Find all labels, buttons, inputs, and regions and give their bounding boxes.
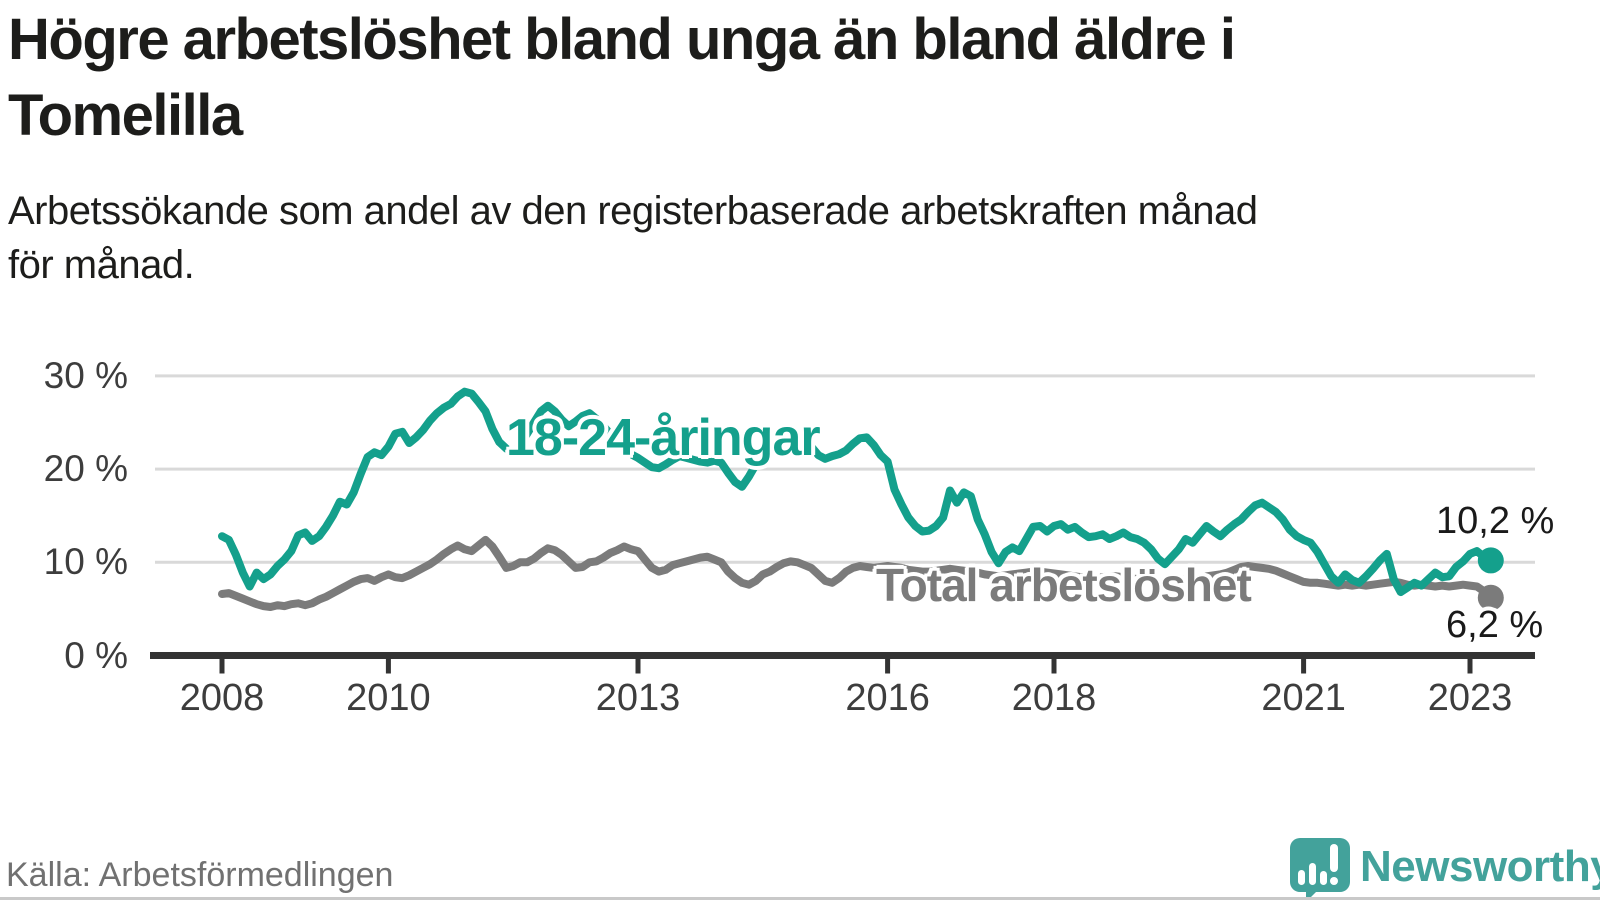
x-axis-tick-label: 2023 — [1427, 677, 1513, 719]
series-end-dot — [1477, 584, 1504, 611]
series-line-total — [218, 535, 1495, 611]
page-title: Högre arbetslöshet bland unga än bland ä… — [8, 7, 1236, 148]
x-axis-tick-label: 2021 — [1261, 677, 1346, 719]
series-line-youth — [218, 387, 1495, 597]
x-axis-tick-label: 2018 — [1011, 677, 1097, 719]
newsworthy-logo: Newsworthy — [1284, 834, 1600, 900]
speech-bubble-bar-chart-icon — [1290, 838, 1350, 900]
y-axis-tick-label: 10 % — [43, 541, 128, 583]
page-bottom-divider — [0, 897, 1600, 900]
x-axis-tick-label: 2013 — [595, 677, 681, 719]
logo-wordmark: Newsworthy — [1360, 842, 1600, 891]
y-axis-tick-label: 30 % — [43, 354, 128, 396]
y-axis-tick-label: 20 % — [43, 448, 128, 490]
end-value-label-youth: 10,2 % — [1436, 500, 1555, 542]
y-axis-tick-label: 0 % — [64, 634, 128, 676]
series-end-dot — [1477, 547, 1504, 574]
x-axis-tick-label: 2008 — [179, 677, 265, 719]
series-label-total: Total arbetslöshet — [876, 559, 1252, 611]
x-axis-tick-label: 2010 — [346, 677, 431, 719]
series-label-youth: 18-24-åringar — [506, 409, 821, 467]
page-subtitle: Arbetssökande som andel av den registerb… — [8, 189, 1258, 287]
x-axis-tick-label: 2016 — [845, 677, 930, 719]
end-value-label-total: 6,2 % — [1446, 604, 1544, 646]
source-note: Källa: Arbetsförmedlingen — [6, 856, 394, 894]
